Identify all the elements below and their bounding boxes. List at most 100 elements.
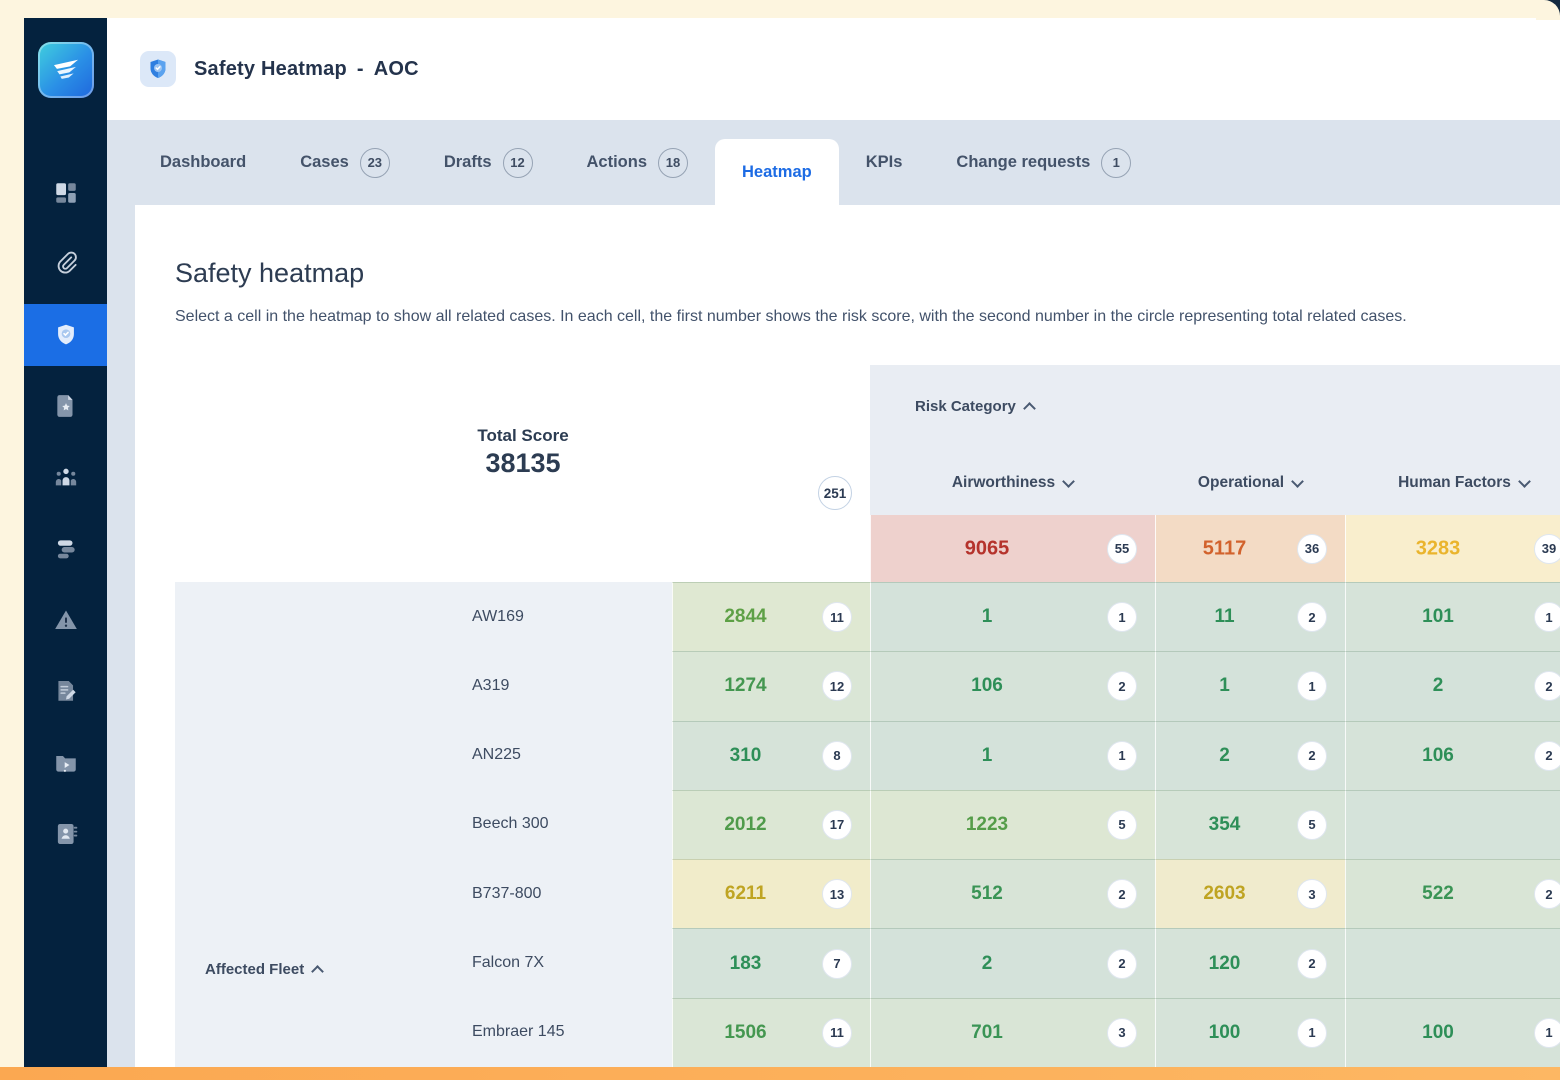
media-folder-icon — [55, 755, 76, 772]
column-header-operational[interactable]: Operational — [1155, 468, 1345, 498]
heatmap-row-beech-300: Beech 300 2012 17 1223 5 354 5 — [175, 789, 1560, 860]
cell-score: 701 — [971, 1021, 1003, 1043]
cell-cases-badge: 5 — [1107, 809, 1137, 840]
cell-cases-badge: 5 — [1297, 809, 1327, 840]
sidebar-item-team[interactable] — [24, 446, 107, 508]
cell-score: 354 — [1208, 813, 1241, 835]
risk-category-sort[interactable]: Risk Category — [915, 398, 1036, 415]
heatmap-cell[interactable]: 101 1 — [1345, 582, 1560, 652]
app-logo — [38, 42, 94, 98]
cell-score: 100 — [1208, 1021, 1241, 1043]
fleet-name: A319 — [472, 676, 510, 694]
heatmap-cell-row-total[interactable]: 2012 17 — [672, 789, 870, 860]
heatmap-cell[interactable]: 11 2 — [1155, 582, 1345, 652]
heatmap-cell[interactable]: 701 3 — [870, 997, 1155, 1067]
cell-score: 106 — [971, 675, 1003, 697]
heatmap-row-falcon-7x: Falcon 7X 183 7 2 2 120 2 — [175, 928, 1560, 998]
fleet-name: AW169 — [472, 607, 524, 625]
fleet-name: B737-800 — [472, 884, 542, 902]
heatmap-cell-total-operational[interactable]: 5117 36 — [1155, 515, 1345, 582]
cell-cases-badge: 3 — [1297, 879, 1327, 910]
row-label-area: A319 — [175, 651, 672, 721]
row-label-area: AN225 — [175, 720, 672, 790]
tab-label: Drafts — [443, 153, 492, 171]
column-header-label: Human Factors — [1398, 474, 1511, 491]
sidebar-item-paperclip[interactable] — [24, 232, 107, 294]
row-label-area: AW169 — [175, 582, 672, 652]
cell-score: 120 — [1208, 952, 1241, 974]
heatmap-cell[interactable] — [1345, 928, 1560, 998]
wings-logo-icon — [53, 59, 79, 79]
tab-label: Dashboard — [160, 153, 247, 171]
heatmap-cell-total-human-factors[interactable]: 3283 39 — [1345, 515, 1560, 582]
sidebar-item-warning-triangle[interactable] — [24, 589, 107, 651]
heatmap-cell[interactable]: 512 2 — [870, 859, 1155, 929]
column-totals-row: 9065 55 5117 36 3283 39 — [107, 515, 1560, 582]
heatmap-cell[interactable]: 1223 5 — [870, 789, 1155, 860]
tab-kpis[interactable]: KPIs — [839, 120, 930, 205]
heatmap-cell[interactable]: 120 2 — [1155, 928, 1345, 998]
heatmap-cell[interactable]: 106 2 — [1345, 720, 1560, 790]
heatmap-cell[interactable]: 100 1 — [1345, 997, 1560, 1067]
heatmap-cell-row-total[interactable]: 183 7 — [672, 928, 870, 998]
bottom-accent-bar — [0, 1067, 1560, 1080]
tab-heatmap[interactable]: Heatmap — [715, 139, 839, 205]
heatmap-cell[interactable]: 2603 3 — [1155, 859, 1345, 929]
heatmap-cell-row-total[interactable]: 1506 11 — [672, 997, 870, 1067]
heatmap-cell[interactable]: 106 2 — [870, 651, 1155, 721]
chevron-down-icon — [1291, 474, 1304, 488]
tab-dashboard[interactable]: Dashboard — [133, 120, 273, 205]
cell-cases-badge: 13 — [822, 879, 852, 910]
heatmap-cell-row-total[interactable]: 6211 13 — [672, 859, 870, 929]
heatmap-cell[interactable]: 522 2 — [1345, 859, 1560, 929]
column-header-human-factors[interactable]: Human Factors — [1345, 468, 1560, 498]
cell-cases-badge: 36 — [1297, 533, 1327, 564]
cell-cases-badge: 17 — [822, 809, 852, 840]
sidebar-item-stack[interactable] — [24, 518, 107, 580]
heatmap-cell[interactable]: 354 5 — [1155, 789, 1345, 860]
cell-cases-badge: 2 — [1107, 948, 1137, 979]
cell-cases-badge: 2 — [1297, 948, 1327, 979]
sidebar-item-document-star[interactable] — [24, 375, 107, 437]
document-star-icon — [56, 395, 72, 417]
tab-label: KPIs — [865, 153, 903, 171]
heatmap-cell-row-total[interactable]: 310 8 — [672, 720, 870, 790]
sidebar-item-dashboard-grid[interactable] — [24, 162, 107, 224]
heatmap-cell-total-airworthiness[interactable]: 9065 55 — [870, 515, 1155, 582]
tab-change-requests[interactable]: Change requests 1 — [929, 120, 1158, 205]
cell-cases-badge: 2 — [1107, 671, 1137, 702]
sidebar-item-document-edit[interactable] — [24, 660, 107, 722]
document-edit-icon — [57, 681, 76, 701]
cell-cases-badge: 1 — [1107, 740, 1137, 771]
heatmap-cell[interactable]: 100 1 — [1155, 997, 1345, 1067]
affected-fleet-sort[interactable]: Affected Fleet — [205, 961, 325, 978]
cell-score: 5117 — [1202, 537, 1247, 559]
risk-category-label: Risk Category — [915, 398, 1016, 415]
heatmap-cell-row-total[interactable]: 1274 12 — [672, 651, 870, 721]
tab-cases[interactable]: Cases 23 — [273, 120, 417, 205]
cell-score: 106 — [1422, 744, 1454, 766]
affected-fleet-label: Affected Fleet — [205, 961, 305, 978]
cell-score: 1506 — [724, 1021, 767, 1043]
column-header-label: Airworthiness — [951, 474, 1056, 491]
column-header-airworthiness[interactable]: Airworthiness — [870, 468, 1155, 498]
sidebar-item-shield-check[interactable] — [24, 304, 107, 366]
tab-count-badge: 23 — [359, 147, 390, 178]
tab-actions[interactable]: Actions 18 — [560, 120, 716, 205]
heatmap-cell-row-total[interactable]: 2844 11 — [672, 582, 870, 652]
heatmap-cell[interactable] — [1345, 789, 1560, 860]
tab-label: Cases — [300, 153, 349, 171]
tab-drafts[interactable]: Drafts 12 — [417, 120, 560, 205]
sidebar-item-media-folder[interactable] — [24, 732, 107, 794]
cell-cases-badge: 2 — [1534, 740, 1560, 771]
sidebar-item-contacts-book[interactable] — [24, 803, 107, 865]
heatmap-description: Select a cell in the heatmap to show all… — [175, 308, 1407, 325]
cell-cases-badge: 2 — [1534, 671, 1560, 702]
